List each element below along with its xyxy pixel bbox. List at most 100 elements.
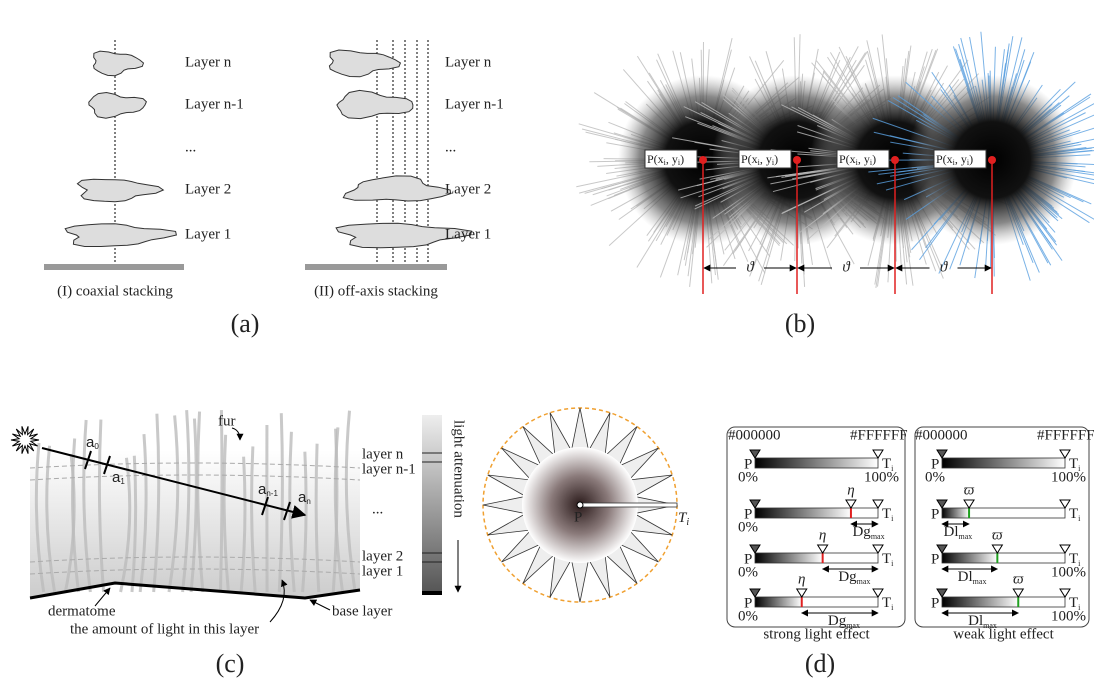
label-sub: max [959,532,973,541]
layer-shape [77,179,163,201]
end-label: Ti [882,551,894,567]
percent-label: 0% [738,608,758,624]
point-label-part: ) [969,152,973,166]
fur-strand [220,410,222,592]
point-label-part: , y [955,152,967,166]
caption: strong light effect [763,626,870,642]
label-sub: i [891,603,894,612]
layer-shape [337,90,413,118]
position-dot [699,156,707,164]
point-label-part: , y [760,152,772,166]
attenuation-base [422,591,442,595]
label-sub: i [686,517,689,528]
layer-label: ... [372,501,383,517]
gradient-bar [942,597,1018,607]
layer-label: Layer n-1 [185,96,244,112]
distance-label: Dlmax [958,569,987,585]
hex-label: #FFFFFF [850,427,908,443]
threshold-marker [818,545,828,553]
tip-label: Ti [678,510,689,528]
panel-label: (d) [805,649,835,678]
layer-label: Layer 2 [185,181,231,197]
threshold-marker [992,545,1002,553]
layer-label: Layer 2 [445,181,491,197]
radius-bar [580,503,677,507]
threshold-marker [797,589,807,597]
star-spike [571,559,588,602]
layer-label: Layer n-1 [445,96,504,112]
threshold-symbol: η [847,482,854,498]
point-label-part: ) [680,152,684,166]
caption: weak light effect [953,626,1054,642]
layer-label: Layer n [185,54,232,70]
gradient-bar [755,508,851,518]
point-label-part: , y [666,152,678,166]
percent-label: 100% [1051,564,1086,580]
distance-label: Dgmax [852,524,884,540]
label-main: T [882,551,891,567]
start-label: P [931,506,939,522]
star-spike [571,408,588,451]
layer-label: ... [445,139,456,155]
point-label-part: , y [858,152,870,166]
spacing-symbol: ϑ [940,259,949,275]
dermatome-label: dermatome [48,603,116,619]
label-sub: 0 [94,442,99,451]
position-dot [988,156,996,164]
percent-label: 100% [1051,608,1086,624]
percent-label: 100% [1051,469,1086,485]
percent-label: 0% [738,564,758,580]
layer-label: layer n [362,446,404,462]
distance-label: Dgmax [838,569,870,585]
label-main: Dl [944,524,959,540]
end-label: Ti [1069,506,1081,522]
point-label-part: ) [872,152,876,166]
gradient-bar [755,597,802,607]
light-source [11,426,39,453]
threshold-marker [846,500,856,508]
layer-shape [65,224,176,247]
label-main: T [1069,506,1078,522]
percent-label: 0% [738,469,758,485]
point-label: a0 [86,434,99,451]
layer-label: layer 1 [362,563,403,579]
label-sub: max [973,577,987,586]
point-label-part: ) [774,152,778,166]
gradient-bar [942,553,997,563]
gradient-bar [942,458,1065,468]
center-label: P [574,509,582,525]
figure: Layer nLayer nLayer n-1Layer n-1......La… [0,0,1094,689]
layer-shape [94,51,144,76]
caption: (I) coaxial stacking [57,283,173,299]
fur-label: fur [218,413,236,429]
position-dot [891,156,899,164]
layer-shape [343,176,450,201]
label-sub: i [1078,514,1081,523]
label-main: Dg [838,569,857,585]
threshold-symbol: ϖ [964,482,975,498]
layer-label: Layer 1 [185,226,231,242]
label-sub: i [891,514,894,523]
panel-label: (b) [785,309,815,338]
end-label: Ti [882,506,894,522]
label-main: T [882,595,891,611]
end-label: Ti [882,595,894,611]
layer-label: layer 2 [362,548,403,564]
caption: (II) off-axis stacking [314,283,438,299]
amount-label: the amount of light in this layer [70,621,259,637]
percent-label: 0% [925,469,945,485]
point-label-part: P(x [741,152,758,166]
start-label: P [931,551,939,567]
fur-pointer [232,428,240,440]
point-label-part: P(x [936,152,953,166]
pointer [310,600,330,610]
label-sub: 1 [120,477,125,486]
threshold-symbol: ϖ [992,527,1003,543]
label-sub: i [891,559,894,568]
label-sub: max [857,577,871,586]
start-label: P [931,595,939,611]
base-bar [44,264,184,270]
spacing-symbol: ϑ [746,259,755,275]
label-main: Dg [852,524,871,540]
point-label-part: P(x [647,152,664,166]
